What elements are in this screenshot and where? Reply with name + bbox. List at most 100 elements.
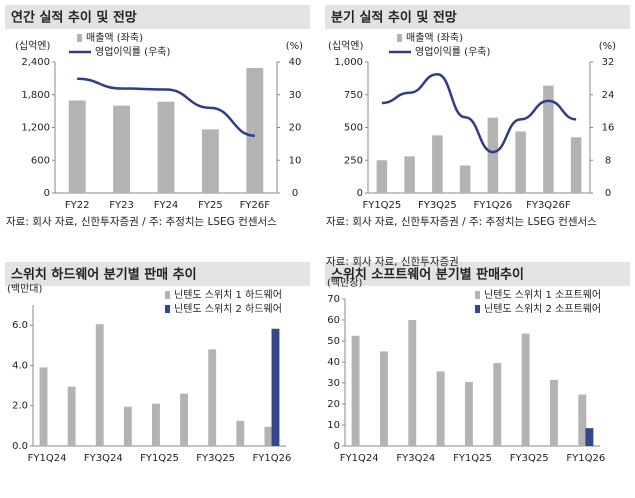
y-tick-label: 750: [344, 90, 363, 101]
x-tick-label: FY3Q25: [510, 453, 549, 464]
y-tick-label: 0.0: [12, 441, 28, 452]
legend-swatch: [77, 34, 82, 42]
title-band: [325, 262, 630, 286]
y-unit: (십억엔): [15, 40, 51, 52]
line-series: [77, 77, 255, 137]
y-unit: (백만대): [7, 283, 43, 295]
x-tick-label: FY3Q24: [84, 453, 123, 464]
chart-title: 스위치 하드웨어 분기별 판매 추이: [11, 267, 197, 283]
y-tick-label: 50: [327, 336, 340, 347]
bar: [95, 324, 104, 446]
y-tick-label: 70: [327, 294, 340, 305]
title-band: [5, 5, 310, 29]
bar: [578, 394, 587, 446]
bar: [113, 105, 131, 193]
y2-unit: (%): [599, 41, 616, 52]
bar: [459, 165, 471, 193]
x-tick-label: FY1Q26: [253, 453, 292, 464]
y-unit: (백만장): [327, 277, 363, 289]
bar: [39, 367, 48, 446]
legend-label: 영업이익률 (우축): [95, 45, 170, 58]
y-tick-label: 0: [357, 188, 363, 199]
y-tick-label: 600: [31, 155, 50, 166]
y-tick-label: 20: [327, 399, 340, 410]
x-tick-label: FY1Q25: [362, 200, 401, 211]
y-tick-label: 2,400: [21, 57, 50, 68]
y2-tick-label: 10: [289, 155, 302, 166]
x-tick-label: FY1Q26: [566, 453, 605, 464]
bar: [351, 335, 360, 446]
y-tick-label: 1,800: [21, 90, 50, 101]
bar: [408, 320, 417, 446]
legend-label: 닌텐도 스위치 1 소프트웨어: [484, 288, 601, 301]
x-tick-label: FY1Q25: [140, 453, 179, 464]
y2-tick-label: 0: [292, 188, 298, 199]
x-tick-label: FY1Q25: [453, 453, 492, 464]
bar: [271, 328, 280, 446]
source-note: 자료: 회사 자료, 신한투자증권 / 주: 추정치는 LSEG 컨센서스: [6, 216, 277, 228]
bar: [521, 333, 530, 446]
legend-label: 영업이익률 (우축): [415, 45, 490, 58]
y-unit: (십억엔): [328, 40, 364, 52]
x-tick-label: FY1Q24: [28, 453, 67, 464]
bar: [493, 363, 502, 446]
legend-label: 닌텐도 스위치 2 소프트웨어: [484, 302, 601, 315]
title-band: [325, 5, 630, 29]
x-tick-label: FY3Q26F: [526, 200, 571, 211]
x-tick-label: FY23: [109, 200, 134, 211]
y2-tick-label: 40: [289, 57, 302, 68]
bar: [404, 156, 415, 193]
chart-panel: 분기 실적 추이 및 전망 (십억엔) (%) 0 250 500 750 1,000 0 8 16…: [325, 5, 630, 228]
bar: [264, 426, 273, 446]
x-tick-label: FY1Q24: [340, 453, 379, 464]
y2-tick-label: 20: [289, 123, 302, 134]
y2-unit: (%): [286, 41, 303, 52]
bar: [432, 135, 443, 193]
x-tick-label: FY26F: [240, 200, 271, 211]
y2-tick-label: 24: [602, 90, 615, 101]
legend-swatch: [475, 305, 480, 313]
y-tick-label: 40: [327, 357, 340, 368]
bar: [464, 381, 473, 446]
bar: [152, 403, 160, 446]
chart-title: 스위치 소프트웨어 분기별 판매추이: [331, 267, 524, 283]
legend-swatch: [475, 291, 480, 299]
bar: [487, 117, 499, 193]
bar: [585, 428, 594, 446]
x-tick-label: FY22: [65, 200, 90, 211]
legend-swatch: [165, 305, 170, 313]
y-tick-label: 6.0: [12, 320, 28, 331]
legend-label: 닌텐도 스위치 2 하드웨어: [174, 302, 282, 315]
chart-title: 분기 실적 추이 및 전망: [331, 10, 457, 26]
y2-tick-label: 0: [605, 188, 611, 199]
x-tick-label: FY1Q26: [473, 200, 512, 211]
legend-label: 닌텐도 스위치 1 하드웨어: [174, 288, 282, 301]
bar: [236, 420, 245, 446]
bar: [376, 160, 388, 193]
x-tick-label: FY3Q25: [196, 453, 235, 464]
line-series: [381, 73, 577, 154]
legend-label: 매출액 (좌축): [406, 32, 463, 44]
legend-label: 매출액 (좌축): [86, 32, 143, 44]
bar: [157, 101, 175, 193]
bar: [67, 386, 76, 446]
source-note: 자료: 회사 자료, 신한투자증권: [326, 256, 459, 268]
x-tick-label: FY3Q25: [418, 200, 457, 211]
bar: [208, 349, 217, 446]
bar: [180, 393, 189, 446]
x-tick-label: FY25: [198, 200, 223, 211]
y-tick-label: 500: [344, 123, 363, 134]
bar: [379, 351, 388, 446]
y2-tick-label: 32: [602, 57, 615, 68]
legend-swatch: [165, 291, 170, 299]
y-tick-label: 10: [327, 420, 340, 431]
chart-panel: 스위치 소프트웨어 분기별 판매추이(백만장) 0 10 20 30 40 50 60 70 FY…: [325, 256, 630, 464]
y-tick-label: 60: [327, 315, 340, 326]
y-tick-label: 0: [44, 188, 50, 199]
chart-panel: 연간 실적 추이 및 전망 (십억엔) (%) 0 600 1,200 1,800 2,400…: [5, 5, 310, 228]
y2-tick-label: 8: [605, 155, 611, 166]
source-note: 자료: 회사 자료, 신한투자증권 / 주: 추정치는 LSEG 컨센서스: [326, 216, 597, 228]
x-tick-label: FY3Q24: [396, 453, 435, 464]
y-tick-label: 4.0: [12, 360, 28, 371]
